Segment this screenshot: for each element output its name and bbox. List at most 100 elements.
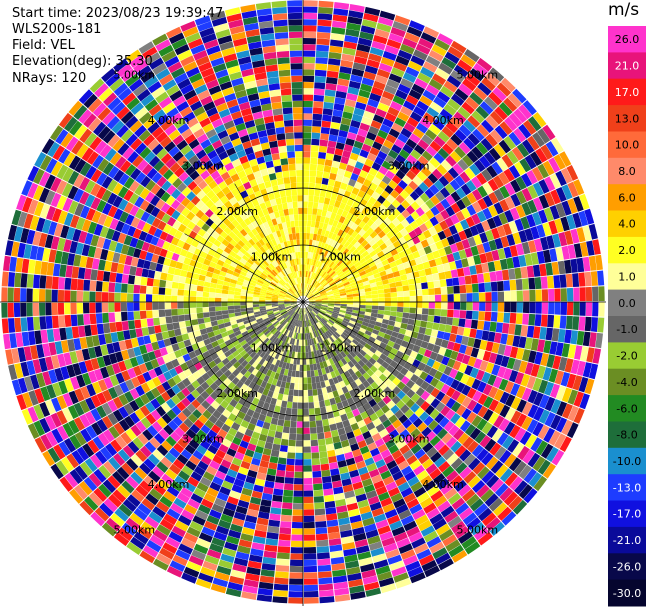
- gate-cell: [97, 379, 108, 392]
- gate-cell: [424, 219, 434, 230]
- gate-cell: [135, 355, 145, 366]
- gate-cell: [294, 465, 303, 472]
- gate-cell: [314, 274, 319, 281]
- gate-cell: [103, 461, 116, 475]
- gate-cell: [485, 292, 492, 302]
- gate-cell: [429, 216, 439, 227]
- gate-cell: [316, 275, 322, 282]
- gate-cell: [296, 326, 300, 333]
- gate-cell: [580, 346, 589, 362]
- gate-cell: [308, 326, 312, 333]
- gate-cell: [121, 349, 130, 361]
- gate-cell: [469, 427, 481, 440]
- gate-cell: [423, 349, 433, 358]
- gate-cell: [527, 199, 538, 214]
- gate-cell: [374, 246, 382, 254]
- gate-cell: [452, 251, 461, 261]
- gate-cell: [127, 494, 141, 508]
- gate-cell: [318, 7, 333, 15]
- gate-cell: [347, 322, 355, 328]
- gate-cell: [62, 407, 74, 422]
- gate-cell: [557, 260, 566, 275]
- gate-cell: [444, 324, 452, 333]
- gate-cell: [240, 305, 247, 309]
- gate-cell: [451, 390, 461, 401]
- gate-cell: [439, 528, 454, 542]
- gate-cell: [479, 101, 494, 115]
- gate-cell: [412, 509, 426, 521]
- gate-cell: [262, 360, 269, 368]
- gate-cell: [186, 561, 202, 572]
- gate-cell: [311, 126, 321, 133]
- gate-cell: [272, 308, 280, 312]
- gate-cell: [397, 263, 405, 271]
- gate-cell: [300, 346, 303, 353]
- gate-cell: [115, 273, 123, 283]
- gate-cell: [333, 581, 349, 590]
- gate-cell: [373, 258, 382, 265]
- gate-cell: [139, 480, 153, 493]
- gate-cell: [318, 335, 323, 343]
- gate-cell: [319, 589, 334, 597]
- gate-cell: [262, 421, 271, 430]
- gate-cell: [307, 292, 312, 298]
- gate-cell: [400, 78, 414, 89]
- gate-cell: [514, 372, 525, 385]
- gate-cell: [227, 496, 239, 506]
- gate-cell: [375, 171, 385, 181]
- gate-cell: [437, 500, 451, 513]
- gate-cell: [409, 459, 422, 471]
- gate-cell: [288, 317, 293, 324]
- gate-cell: [159, 547, 175, 560]
- gate-cell: [145, 401, 156, 413]
- gate-cell: [308, 258, 312, 266]
- gate-cell: [538, 209, 548, 224]
- gate-cell: [487, 374, 497, 386]
- gate-cell: [325, 331, 331, 338]
- gate-cell: [95, 313, 103, 324]
- gate-cell: [453, 302, 461, 310]
- gate-cell: [166, 565, 183, 578]
- gate-cell: [166, 388, 176, 399]
- gate-cell: [291, 304, 298, 307]
- gate-cell: [65, 265, 73, 278]
- gate-cell: [440, 255, 449, 265]
- gate-cell: [210, 391, 219, 401]
- gate-cell: [165, 316, 173, 324]
- gate-cell: [219, 486, 231, 496]
- gate-cell: [365, 294, 372, 299]
- gate-cell: [72, 363, 82, 376]
- gate-cell: [476, 484, 490, 498]
- gate-cell: [282, 342, 288, 349]
- gate-cell: [400, 340, 409, 348]
- gate-cell: [264, 382, 272, 390]
- gate-cell: [320, 133, 329, 141]
- gate-cell: [447, 46, 464, 59]
- gate-cell: [380, 449, 391, 459]
- gate-cell: [524, 228, 534, 241]
- gate-cell: [493, 188, 505, 202]
- gate-cell: [532, 197, 544, 212]
- gate-cell: [234, 295, 241, 299]
- gate-cell: [378, 302, 385, 306]
- gate-cell: [466, 387, 477, 399]
- gate-cell: [246, 408, 255, 417]
- gate-cell: [390, 287, 397, 293]
- gate-cell: [134, 396, 145, 409]
- gate-cell: [124, 339, 133, 350]
- gate-cell: [403, 100, 416, 111]
- gate-cell: [123, 358, 133, 370]
- gate-cell: [262, 367, 269, 375]
- gate-cell: [318, 145, 328, 153]
- gate-cell: [296, 421, 303, 428]
- gate-cell: [356, 244, 364, 252]
- gate-cell: [312, 325, 316, 332]
- gate-cell: [338, 286, 345, 291]
- gate-cell: [334, 148, 344, 156]
- gate-cell: [69, 488, 84, 504]
- gate-cell: [260, 311, 268, 316]
- gate-cell: [383, 139, 394, 150]
- gate-cell: [333, 276, 340, 282]
- gate-cell: [158, 287, 166, 295]
- gate-cell: [273, 311, 280, 315]
